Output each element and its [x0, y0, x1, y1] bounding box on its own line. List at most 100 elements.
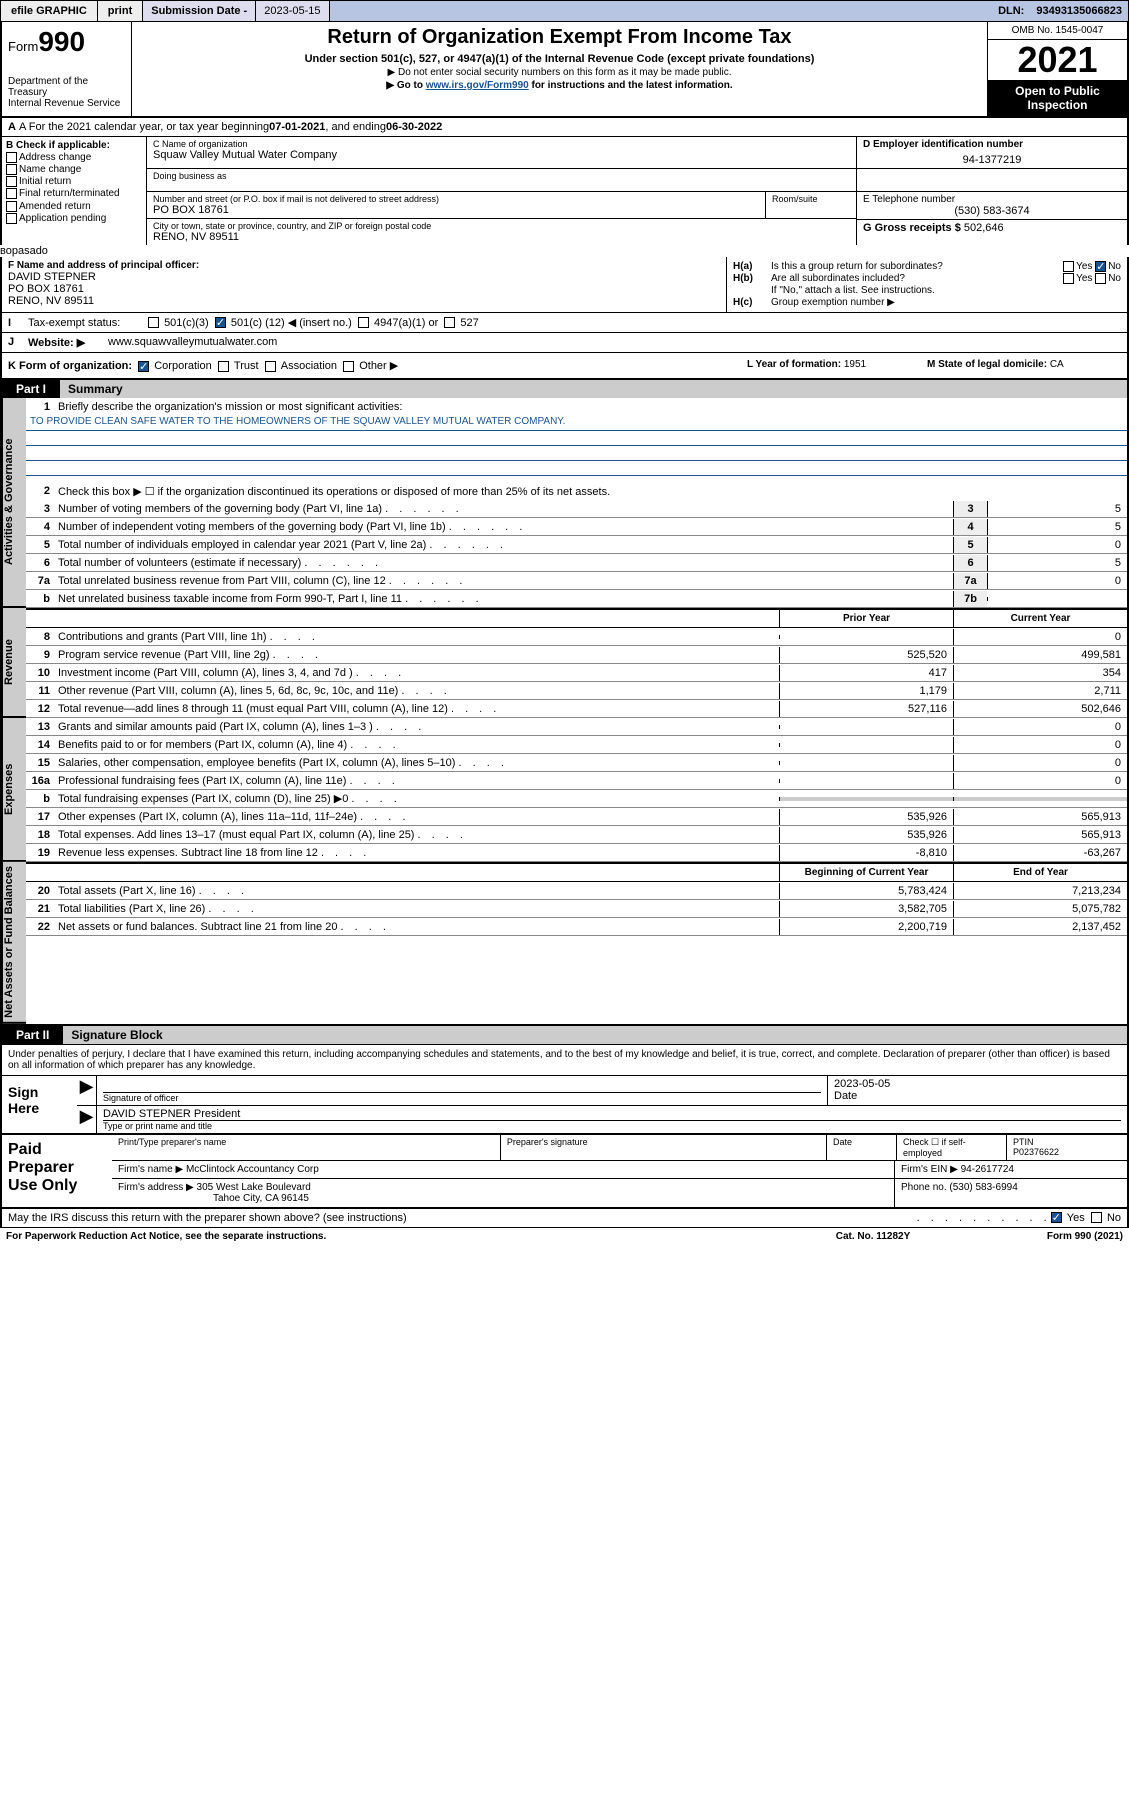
- cb-527[interactable]: [444, 317, 455, 328]
- gov-line-6: 6Total number of volunteers (estimate if…: [26, 554, 1127, 572]
- col-e-g: E Telephone number (530) 583-3674 G Gros…: [857, 192, 1127, 245]
- line-13: 13Grants and similar amounts paid (Part …: [26, 718, 1127, 736]
- gross-receipts: 502,646: [964, 222, 1004, 234]
- line-11: 11Other revenue (Part VIII, column (A), …: [26, 682, 1127, 700]
- part-2-title: Signature Block: [63, 1026, 1127, 1044]
- row-k-l-m: K Form of organization: Corporation Trus…: [0, 353, 1129, 380]
- box-l: L Year of formation: 1951: [741, 359, 921, 372]
- side-label-governance: Activities & Governance: [2, 398, 26, 608]
- part-1-title: Summary: [60, 380, 1127, 398]
- header-left: Form990 Department of the TreasuryIntern…: [2, 22, 132, 116]
- open-to-public: Open to PublicInspection: [988, 80, 1127, 116]
- cb-501c[interactable]: [215, 317, 226, 328]
- box-g-gross: G Gross receipts $ 502,646: [857, 220, 1127, 236]
- paid-preparer-block: Paid Preparer Use Only Print/Type prepar…: [0, 1135, 1129, 1209]
- line-10: 10Investment income (Part VIII, column (…: [26, 664, 1127, 682]
- part-2-tag: Part II: [2, 1026, 63, 1044]
- dln-value: 93493135066823: [1030, 1, 1128, 21]
- line-14: 14Benefits paid to or for members (Part …: [26, 736, 1127, 754]
- line-16a: 16aProfessional fundraising fees (Part I…: [26, 772, 1127, 790]
- submission-date-value: 2023-05-15: [256, 1, 329, 21]
- cb-corporation[interactable]: [138, 361, 149, 372]
- cb-501c3[interactable]: [148, 317, 159, 328]
- sign-here-block: Sign Here ▶ Signature of officer 2023-05…: [0, 1075, 1129, 1135]
- cb-trust[interactable]: [218, 361, 229, 372]
- discuss-yes[interactable]: [1051, 1212, 1062, 1223]
- box-e-phone: E Telephone number (530) 583-3674: [857, 192, 1127, 220]
- header-note-1: ▶ Do not enter social security numbers o…: [136, 67, 983, 78]
- line-12: 12Total revenue—add lines 8 through 11 (…: [26, 700, 1127, 718]
- signature-declaration: Under penalties of perjury, I declare th…: [0, 1044, 1129, 1075]
- address-box: Number and street (or P.O. box if mail i…: [147, 192, 857, 245]
- submission-date-label: Submission Date -: [143, 1, 256, 21]
- cb-final-return[interactable]: Final return/terminated: [6, 188, 142, 199]
- line-22: 22Net assets or fund balances. Subtract …: [26, 918, 1127, 936]
- cb-initial-return[interactable]: Initial return: [6, 176, 142, 187]
- irs-link[interactable]: www.irs.gov/Form990: [426, 80, 529, 91]
- part-1-header: Part I Summary: [0, 380, 1129, 398]
- col-prior-year: Prior Year: [779, 610, 953, 627]
- print-button[interactable]: print: [98, 1, 143, 21]
- officer-city: RENO, NV 89511: [8, 295, 720, 307]
- arrow-icon: ▶: [77, 1076, 97, 1105]
- mission-blank-2: [26, 446, 1127, 461]
- hb-no[interactable]: [1095, 273, 1106, 284]
- firm-ein: 94-2617724: [961, 1164, 1014, 1175]
- paperwork-notice: For Paperwork Reduction Act Notice, see …: [6, 1231, 773, 1242]
- firm-address-2: Tahoe City, CA 96145: [213, 1193, 309, 1204]
- omb-number: OMB No. 1545-0047: [988, 22, 1127, 40]
- row-f-h: F Name and address of principal officer:…: [0, 257, 1129, 313]
- row-a-tax-year: A A For the 2021 calendar year, or tax y…: [0, 118, 1129, 137]
- sign-here-label: Sign Here: [2, 1076, 77, 1133]
- header-note-2: ▶ Go to www.irs.gov/Form990 for instruct…: [136, 80, 983, 91]
- box-f-officer: F Name and address of principal officer:…: [2, 257, 727, 312]
- hb-yes[interactable]: [1063, 273, 1074, 284]
- line-2-text: Check this box ▶ ☐ if the organization d…: [54, 483, 1127, 500]
- ha-no[interactable]: [1095, 261, 1106, 272]
- line-18: 18Total expenses. Add lines 13–17 (must …: [26, 826, 1127, 844]
- box-d-continued: [857, 169, 1127, 191]
- form-footer: Form 990 (2021): [973, 1231, 1123, 1242]
- header-center: Return of Organization Exempt From Incom…: [132, 22, 987, 116]
- line-21: 21Total liabilities (Part X, line 26) . …: [26, 900, 1127, 918]
- paid-preparer-label: Paid Preparer Use Only: [2, 1135, 112, 1207]
- cb-name-change[interactable]: Name change: [6, 164, 142, 175]
- section-governance: Activities & Governance 1 Briefly descri…: [0, 398, 1129, 608]
- line-8: 8Contributions and grants (Part VIII, li…: [26, 628, 1127, 646]
- footer: For Paperwork Reduction Act Notice, see …: [0, 1228, 1129, 1245]
- cb-address-change[interactable]: Address change: [6, 152, 142, 163]
- cb-4947[interactable]: [358, 317, 369, 328]
- side-label-expenses: Expenses: [2, 718, 26, 862]
- line-17: 17Other expenses (Part IX, column (A), l…: [26, 808, 1127, 826]
- cb-amended-return[interactable]: Amended return: [6, 201, 142, 212]
- dln-label: DLN:: [992, 1, 1030, 21]
- ptin-value: P02376622: [1013, 1147, 1059, 1157]
- city-state-zip: City or town, state or province, country…: [147, 219, 856, 245]
- col-beginning: Beginning of Current Year: [779, 864, 953, 881]
- top-toolbar: efile GRAPHIC print Submission Date - 20…: [0, 0, 1129, 22]
- box-m: M State of legal domicile: CA: [921, 359, 1121, 372]
- officer-street: PO BOX 18761: [8, 283, 720, 295]
- form-header: Form990 Department of the TreasuryIntern…: [0, 22, 1129, 118]
- line-9: 9Program service revenue (Part VIII, lin…: [26, 646, 1127, 664]
- ha-yes[interactable]: [1063, 261, 1074, 272]
- part-2-header: Part II Signature Block: [0, 1026, 1129, 1044]
- box-dba: Doing business as: [147, 169, 857, 191]
- cb-application-pending[interactable]: Application pending: [6, 213, 142, 224]
- gov-line-4: 4Number of independent voting members of…: [26, 518, 1127, 536]
- box-h: H(a) Is this a group return for subordin…: [727, 257, 1127, 312]
- cb-other[interactable]: [343, 361, 354, 372]
- efile-button[interactable]: efile GRAPHIC: [1, 1, 98, 21]
- col-c-wrapper: C Name of organization Squaw Valley Mutu…: [147, 137, 1127, 245]
- firm-name: McClintock Accountancy Corp: [186, 1164, 319, 1175]
- cb-association[interactable]: [265, 361, 276, 372]
- box-k: K Form of organization: Corporation Trus…: [8, 359, 741, 372]
- discuss-no[interactable]: [1091, 1212, 1102, 1223]
- mission-text: TO PROVIDE CLEAN SAFE WATER TO THE HOMEO…: [26, 416, 1127, 431]
- form-number: Form990: [8, 26, 125, 58]
- mission-blank-3: [26, 461, 1127, 476]
- department-label: Department of the TreasuryInternal Reven…: [8, 76, 125, 109]
- preparer-header-row: Print/Type preparer's name Preparer's si…: [112, 1135, 1127, 1161]
- ein-value: 94-1377219: [863, 150, 1121, 166]
- discuss-row: May the IRS discuss this return with the…: [0, 1209, 1129, 1228]
